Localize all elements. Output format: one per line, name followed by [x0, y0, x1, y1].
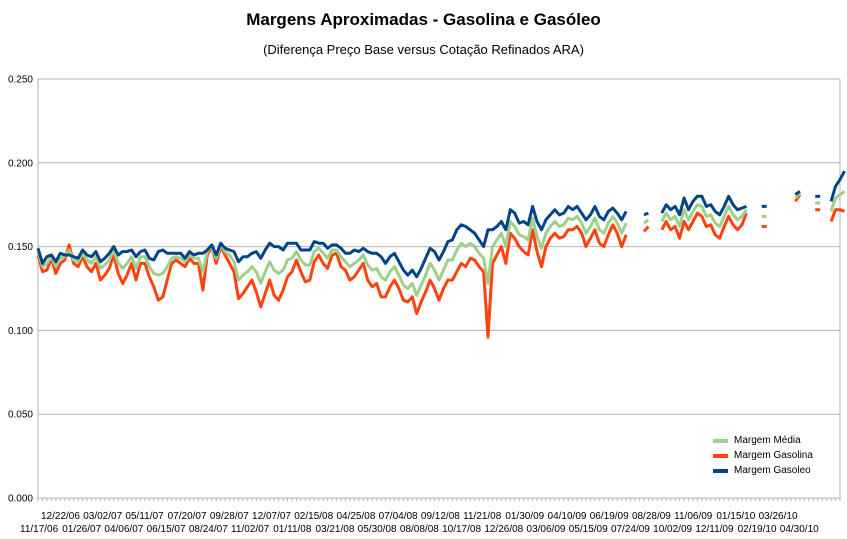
- x-tick-label-bottom: 04/06/07: [104, 524, 143, 535]
- y-tick-label: 0.150: [8, 242, 33, 253]
- x-tick-label-top: 08/28/09: [632, 511, 671, 522]
- series-line-margem-média: [36, 214, 628, 297]
- legend-swatch-media: [713, 438, 728, 443]
- x-tick-label-top: 12/22/06: [41, 511, 80, 522]
- x-tick-label-bottom: 06/15/07: [147, 524, 186, 535]
- series-line-margem-média: [660, 203, 748, 228]
- legend-item-gasoleo: Margem Gasoleo: [713, 463, 813, 478]
- series-lines: [36, 170, 846, 339]
- series-line-margem-média: [829, 190, 846, 212]
- x-tick-label-top: 12/07/07: [252, 511, 291, 522]
- legend-swatch-gasolina: [713, 453, 728, 458]
- axes: [37, 79, 841, 501]
- series-line-margem-gasolina: [829, 208, 846, 223]
- x-tick-label-top: 09/28/07: [210, 511, 249, 522]
- chart-legend: Margem Média Margem Gasolina Margem Gaso…: [713, 433, 813, 478]
- x-tick-label-top: 01/15/10: [716, 511, 755, 522]
- x-tick-label-bottom: 05/30/08: [358, 524, 397, 535]
- x-tick-label-bottom: 12/11/09: [695, 524, 734, 535]
- series-line-margem-gasoleo: [829, 170, 846, 202]
- y-tick-label: 0.200: [8, 158, 33, 169]
- x-tick-label-bottom: 01/11/08: [273, 524, 312, 535]
- x-tick-label-top: 11/21/08: [463, 511, 502, 522]
- x-tick-label-bottom: 02/19/10: [738, 524, 777, 535]
- x-tick-label-bottom: 10/02/09: [653, 524, 692, 535]
- x-tick-label-top: 03/02/07: [83, 511, 122, 522]
- x-tick-label-top: 01/30/09: [505, 511, 544, 522]
- series-line-margem-média: [643, 218, 650, 225]
- series-line-margem-gasolina: [660, 211, 748, 240]
- chart-title: Margens Aproximadas - Gasolina e Gasóleo: [246, 10, 601, 29]
- x-tick-label-top: 06/19/09: [590, 511, 629, 522]
- x-tick-label-top: 11/06/09: [674, 511, 713, 522]
- legend-item-gasolina: Margem Gasolina: [713, 448, 813, 463]
- series-line-margem-gasoleo: [643, 211, 649, 217]
- legend-item-media: Margem Média: [713, 433, 813, 448]
- y-tick-label: 0.000: [8, 494, 33, 505]
- y-tick-label: 0.050: [8, 410, 33, 421]
- x-tick-label-bottom: 10/17/08: [442, 524, 481, 535]
- legend-label-media: Margem Média: [734, 435, 801, 446]
- x-tick-label-top: 07/20/07: [168, 511, 207, 522]
- x-tick-label-bottom: 08/08/08: [400, 524, 439, 535]
- series-line-margem-gasolina: [36, 223, 628, 339]
- x-tick-label-top: 05/11/07: [125, 511, 164, 522]
- x-tick-label-bottom: 04/30/10: [780, 524, 819, 535]
- x-tick-label-top: 09/12/08: [421, 511, 460, 522]
- x-tick-label-bottom: 03/06/09: [527, 524, 566, 535]
- legend-label-gasoleo: Margem Gasoleo: [734, 465, 811, 476]
- x-tick-label-top: 02/15/08: [294, 511, 333, 522]
- legend-swatch-gasoleo: [713, 468, 728, 473]
- series-line-margem-gasoleo: [794, 190, 801, 196]
- x-tick-label-bottom: 11/17/06: [20, 524, 59, 535]
- y-tick-label: 0.100: [8, 326, 33, 337]
- legend-label-gasolina: Margem Gasolina: [734, 450, 813, 461]
- series-line-margem-média: [794, 191, 802, 200]
- x-tick-label-bottom: 11/02/07: [231, 524, 270, 535]
- series-line-margem-gasoleo: [660, 194, 747, 217]
- x-tick-label-top: 07/04/08: [379, 511, 418, 522]
- x-tick-label-bottom: 08/24/07: [189, 524, 228, 535]
- series-line-margem-gasolina: [642, 225, 650, 233]
- x-tick-label-bottom: 01/26/07: [62, 524, 101, 535]
- x-tick-label-top: 03/26/10: [759, 511, 798, 522]
- x-tick-label-top: 04/25/08: [336, 511, 375, 522]
- y-tick-label: 0.250: [8, 75, 33, 86]
- x-tick-label-top: 04/10/09: [548, 511, 587, 522]
- x-tick-label-bottom: 07/24/09: [611, 524, 650, 535]
- x-tick-label-bottom: 12/26/08: [484, 524, 523, 535]
- x-tick-label-bottom: 03/21/08: [315, 524, 354, 535]
- chart-subtitle: (Diferença Preço Base versus Cotação Ref…: [263, 42, 584, 57]
- series-line-margem-gasoleo: [36, 204, 628, 279]
- x-tick-label-bottom: 05/15/09: [569, 524, 608, 535]
